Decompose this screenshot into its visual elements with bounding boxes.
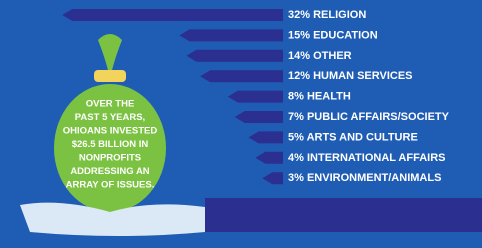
bar	[235, 111, 283, 123]
annotation-line: NONPROFITS	[79, 153, 141, 164]
category-label: OTHER	[313, 50, 352, 62]
category-label: EDUCATION	[313, 29, 378, 41]
bar-label: 4% INTERNATIONAL AFFAIRS	[288, 152, 445, 164]
value-label: 3%	[288, 172, 304, 184]
bar	[180, 29, 284, 41]
value-label: 12%	[288, 70, 310, 82]
category-label: ARTS AND CULTURE	[307, 131, 418, 143]
annotation: OVER THE PAST 5 YEARS, OHIOANS INVESTED $26…	[63, 99, 158, 191]
category-label: RELIGION	[313, 9, 366, 21]
value-label: 4%	[288, 152, 304, 164]
bottom-band	[205, 198, 482, 232]
category-label: ENVIRONMENT/ANIMALS	[307, 172, 441, 184]
bar	[200, 70, 283, 82]
category-label: HUMAN SERVICES	[313, 70, 412, 82]
annotation-line: PAST 5 YEARS,	[75, 112, 145, 123]
bar-label: 5% ARTS AND CULTURE	[288, 131, 418, 143]
annotation-line: ADDRESSING AN	[70, 166, 149, 177]
bar	[62, 9, 283, 21]
value-label: 14%	[288, 50, 310, 62]
value-label: 32%	[288, 9, 310, 21]
bar	[186, 50, 283, 62]
annotation-line: $26.5 BILLION IN	[72, 139, 149, 150]
annotation-line: ARRAY OF ISSUES.	[66, 180, 155, 191]
category-label: PUBLIC AFFAIRS/SOCIETY	[307, 111, 450, 123]
bar-label: 32% RELIGION	[288, 9, 366, 21]
bar	[228, 91, 283, 103]
annotation-line: OVER THE	[86, 99, 135, 110]
bar-label: 12% HUMAN SERVICES	[288, 70, 413, 82]
value-label: 8%	[288, 91, 304, 103]
value-label: 5%	[288, 131, 304, 143]
value-label: 7%	[288, 111, 304, 123]
bar-label: 15% EDUCATION	[288, 29, 378, 41]
value-label: 15%	[288, 29, 310, 41]
bar-label: 8% HEALTH	[288, 91, 351, 103]
bar-label: 14% OTHER	[288, 50, 352, 62]
category-label: HEALTH	[307, 91, 351, 103]
bag-tie	[94, 70, 126, 82]
bar-label: 7% PUBLIC AFFAIRS/SOCIETY	[288, 111, 450, 123]
bar-label: 3% ENVIRONMENT/ANIMALS	[288, 172, 441, 184]
category-label: INTERNATIONAL AFFAIRS	[307, 152, 446, 164]
infographic: OVER THE PAST 5 YEARS, OHIOANS INVESTED $26…	[0, 0, 482, 248]
annotation-line: OHIOANS INVESTED	[63, 126, 158, 137]
